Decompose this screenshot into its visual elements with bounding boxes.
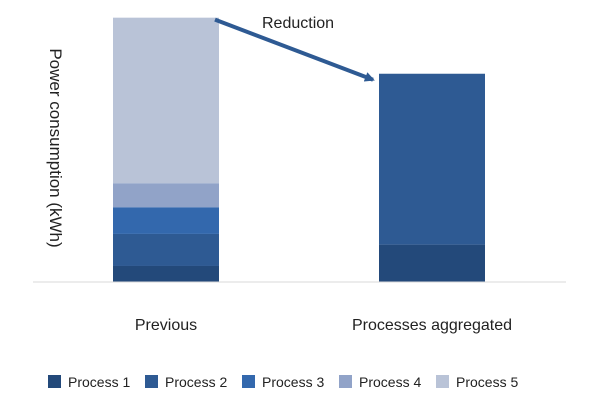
bar-previous-process-3 xyxy=(113,207,219,234)
bar-previous-process-5 xyxy=(113,17,219,184)
bar-processes-aggregated-process-2 xyxy=(379,73,485,245)
legend-item-process-2: Process 2 xyxy=(145,374,227,390)
legend-label-process-5: Process 5 xyxy=(456,374,518,390)
legend-label-process-1: Process 1 xyxy=(68,374,130,390)
legend-item-process-4: Process 4 xyxy=(339,374,421,390)
reduction-arrow xyxy=(214,17,375,82)
bars-group xyxy=(113,17,485,282)
category-label-previous: Previous xyxy=(135,317,197,334)
legend-swatch-process-1 xyxy=(48,375,61,388)
legend-label-process-2: Process 2 xyxy=(165,374,227,390)
legend-swatch-process-5 xyxy=(436,375,449,388)
legend-item-process-5: Process 5 xyxy=(436,374,518,390)
category-label-processes-aggregated: Processes aggregated xyxy=(352,317,512,334)
y-axis-label: Power consumption (kWh) xyxy=(46,48,65,247)
reduction-annotation: Reduction xyxy=(262,15,334,32)
legend-label-process-4: Process 4 xyxy=(359,374,421,390)
legend-swatch-process-3 xyxy=(242,375,255,388)
legend-swatch-process-4 xyxy=(339,375,352,388)
legend-label-process-3: Process 3 xyxy=(262,374,324,390)
bar-previous-process-4 xyxy=(113,183,219,208)
legend-swatch-process-2 xyxy=(145,375,158,388)
category-labels: Previous Processes aggregated xyxy=(135,317,512,334)
legend-item-process-1: Process 1 xyxy=(48,374,130,390)
bar-previous-process-1 xyxy=(113,265,219,282)
bar-previous-process-2 xyxy=(113,233,219,266)
bar-processes-aggregated-process-1 xyxy=(379,244,485,282)
legend-item-process-3: Process 3 xyxy=(242,374,324,390)
legend: Process 1 Process 2 Process 3 Process 4 Proc… xyxy=(48,374,518,390)
